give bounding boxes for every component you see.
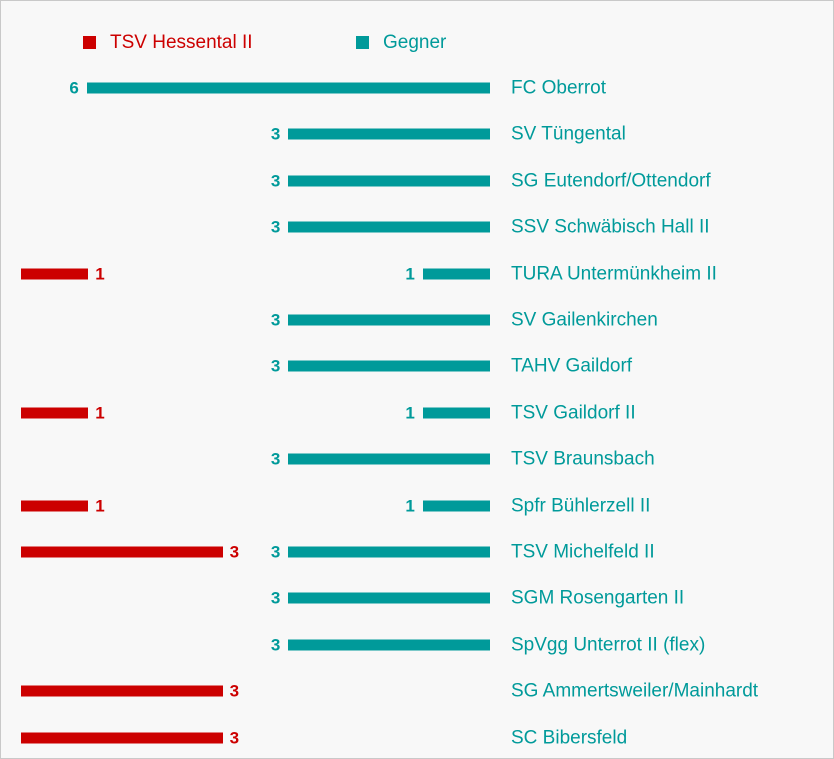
- chart-row: 3 SG Eutendorf/Ottendorf: [1, 158, 833, 204]
- chart-row: 1 1 TURA Untermünkheim II: [1, 251, 833, 297]
- chart-row: 1 1 TSV Gaildorf II: [1, 390, 833, 436]
- bar-away[interactable]: [288, 592, 490, 604]
- team-label: FC Oberrot: [511, 77, 607, 99]
- bar-away[interactable]: [422, 407, 490, 419]
- bar-home[interactable]: [21, 407, 89, 419]
- chart-row: 3 SpVgg Unterrot II (flex): [1, 622, 833, 668]
- bar-value-away: 6: [69, 78, 79, 98]
- team-label: SG Eutendorf/Ottendorf: [511, 170, 711, 192]
- bar-value-away: 1: [405, 264, 415, 284]
- team-label: TURA Untermünkheim II: [511, 263, 717, 285]
- chart-row: 3 SV Gailenkirchen: [1, 297, 833, 343]
- bar-away[interactable]: [288, 639, 490, 651]
- chart-legend: TSV Hessental II Gegner: [1, 25, 833, 59]
- legend-swatch-home-icon: [83, 35, 96, 49]
- legend-label-away: Gegner: [383, 31, 447, 53]
- bar-away[interactable]: [288, 221, 490, 233]
- team-label: SC Bibersfeld: [511, 727, 628, 749]
- bar-home[interactable]: [21, 685, 223, 697]
- team-label: SSV Schwäbisch Hall II: [511, 216, 710, 238]
- bar-away[interactable]: [422, 500, 490, 512]
- bar-home[interactable]: [21, 546, 223, 558]
- bar-value-away: 3: [270, 217, 281, 237]
- bar-value-away: 3: [270, 171, 281, 191]
- team-label: TAHV Gaildorf: [511, 355, 633, 377]
- bar-value-home: 3: [229, 542, 240, 562]
- bar-value-home: 1: [95, 403, 105, 423]
- bar-value-home: 3: [229, 728, 240, 748]
- chart-row: 3 TSV Braunsbach: [1, 436, 833, 482]
- chart-row: 6 FC Oberrot: [1, 65, 833, 111]
- bar-away[interactable]: [288, 128, 490, 140]
- chart-row: 3 SC Bibersfeld: [1, 715, 833, 758]
- team-label: TSV Gaildorf II: [511, 402, 636, 424]
- chart-row: 1 1 Spfr Bühlerzell II: [1, 483, 833, 529]
- bar-home[interactable]: [21, 500, 89, 512]
- legend-label-home: TSV Hessental II: [110, 31, 253, 53]
- team-label: SV Tüngental: [511, 123, 626, 145]
- chart-row: 3 TAHV Gaildorf: [1, 343, 833, 389]
- legend-item-home[interactable]: TSV Hessental II: [83, 25, 253, 59]
- bar-value-home: 1: [95, 496, 105, 516]
- bar-home[interactable]: [21, 268, 89, 280]
- chart-row: 3 SV Tüngental: [1, 111, 833, 157]
- bar-value-away: 3: [270, 588, 281, 608]
- bar-home[interactable]: [21, 732, 223, 744]
- team-label: TSV Braunsbach: [511, 448, 655, 470]
- bar-value-away: 1: [405, 403, 415, 423]
- team-label: SGM Rosengarten II: [511, 587, 685, 609]
- bar-away[interactable]: [288, 175, 490, 187]
- legend-swatch-away-icon: [356, 35, 369, 49]
- bar-value-away: 3: [270, 356, 281, 376]
- chart-row: 3 3 TSV Michelfeld II: [1, 529, 833, 575]
- team-label: Spfr Bühlerzell II: [511, 495, 651, 517]
- bar-value-away: 3: [270, 124, 281, 144]
- legend-item-away[interactable]: Gegner: [356, 25, 446, 59]
- bar-value-away: 3: [270, 542, 281, 562]
- bar-value-away: 3: [270, 449, 281, 469]
- bar-away[interactable]: [288, 360, 490, 372]
- chart-row: 3 SG Ammertsweiler/Mainhardt: [1, 668, 833, 714]
- bar-value-home: 3: [229, 681, 240, 701]
- bar-away[interactable]: [288, 546, 490, 558]
- team-label: TSV Michelfeld II: [511, 541, 655, 563]
- bar-value-away: 1: [405, 496, 415, 516]
- bar-value-home: 1: [95, 264, 105, 284]
- team-label: SpVgg Unterrot II (flex): [511, 634, 706, 656]
- bar-away[interactable]: [86, 82, 490, 94]
- bar-value-away: 3: [270, 635, 281, 655]
- bar-away[interactable]: [288, 453, 490, 465]
- bar-away[interactable]: [288, 314, 490, 326]
- bar-away[interactable]: [422, 268, 490, 280]
- chart-row: 3 SSV Schwäbisch Hall II: [1, 204, 833, 250]
- team-label: SG Ammertsweiler/Mainhardt: [511, 680, 759, 702]
- chart-row: 3 SGM Rosengarten II: [1, 575, 833, 621]
- team-label: SV Gailenkirchen: [511, 309, 658, 331]
- bar-value-away: 3: [270, 310, 281, 330]
